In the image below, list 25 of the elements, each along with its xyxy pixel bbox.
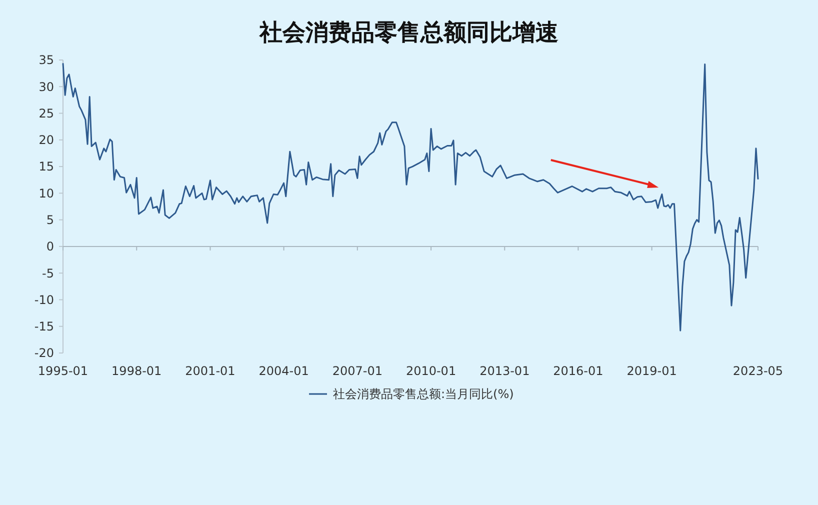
line-series xyxy=(62,62,759,332)
x-tick-label: 1995-01 xyxy=(38,364,88,378)
y-tick-label: -20 xyxy=(34,346,54,360)
x-tick-label: 2016-01 xyxy=(553,364,604,378)
x-tick-label: 1998-01 xyxy=(112,364,162,378)
x-tick-label: 2023-05 xyxy=(732,364,784,378)
y-tick-label: 0 xyxy=(46,240,54,254)
x-tick-label: 2001-01 xyxy=(185,364,236,378)
x-tick-label: 2004-01 xyxy=(258,364,309,378)
x-tick-label: 2013-01 xyxy=(480,364,530,378)
x-tick-label: 2010-01 xyxy=(406,364,456,378)
y-tick-label: -15 xyxy=(34,320,54,334)
x-tick-label: 2007-01 xyxy=(332,364,382,378)
y-tick-label: -5 xyxy=(42,266,54,280)
y-tick-label: 35 xyxy=(38,53,54,68)
y-tick-label: 30 xyxy=(38,80,54,94)
legend-label: 社会消费品零售总额:当月同比(%) xyxy=(333,387,514,402)
x-tick-label: 2019-01 xyxy=(626,364,677,378)
y-tick-label: -10 xyxy=(34,292,54,307)
y-tick-label: 15 xyxy=(38,160,54,174)
y-tick-label: 20 xyxy=(38,133,54,148)
y-tick-label: 5 xyxy=(46,213,54,228)
y-tick-label: 10 xyxy=(38,186,54,200)
y-tick-label: 25 xyxy=(38,106,54,120)
chart-title: 社会消费品零售总额同比增速 xyxy=(258,20,558,46)
